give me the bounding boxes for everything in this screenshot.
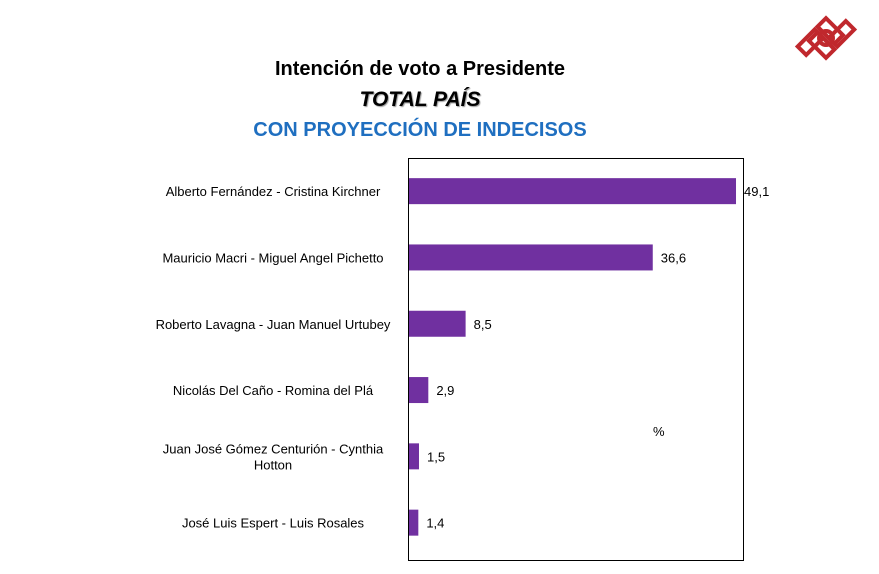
bar — [409, 310, 466, 337]
chart-subtitle-2: CON PROYECCIÓN DE INDECISOS — [253, 119, 587, 141]
data-label: 8,5 — [474, 317, 492, 332]
data-label: 36,6 — [661, 250, 686, 265]
chart-subtitle: TOTAL PAÍS — [359, 88, 481, 111]
bar — [409, 509, 419, 536]
category-label: Nicolás Del Caño - Romina del Plá — [173, 383, 374, 398]
data-label: 49,1 — [744, 184, 769, 199]
bar — [409, 178, 737, 205]
bar — [409, 377, 429, 404]
bar — [409, 443, 419, 470]
category-label: José Luis Espert - Luis Rosales — [182, 516, 365, 531]
bar — [409, 244, 653, 271]
chart-title: Intención de voto a Presidente — [274, 58, 566, 80]
data-label: 1,5 — [427, 449, 445, 464]
category-label: Roberto Lavagna - Juan Manuel Urtubey — [156, 317, 391, 332]
category-label: Juan José Gómez Centurión - Cynthia Hotto… — [163, 441, 384, 472]
logo-icon — [794, 15, 858, 61]
category-label: Alberto Fernández - Cristina Kirchner — [166, 184, 381, 199]
data-label: 2,9 — [436, 383, 454, 398]
data-label: 1,4 — [426, 516, 444, 531]
category-label: Mauricio Macri - Miguel Angel Pichetto — [162, 250, 383, 265]
unit-label: % — [653, 424, 665, 439]
plot-frame — [408, 158, 744, 561]
